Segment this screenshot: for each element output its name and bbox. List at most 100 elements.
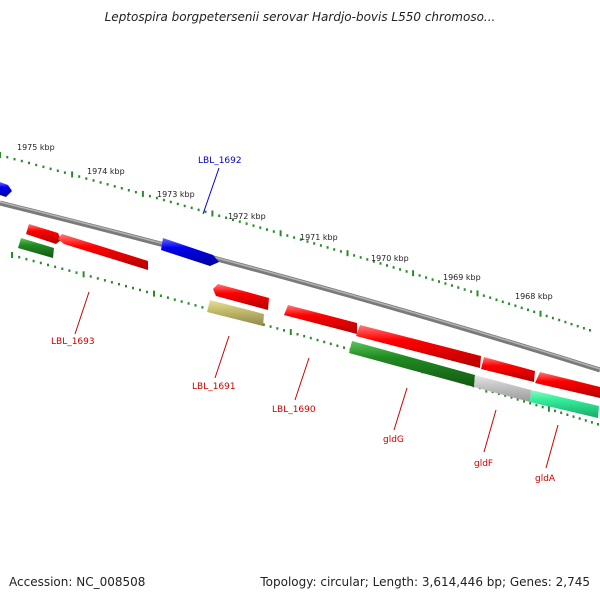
lower-scale-minor-tick xyxy=(47,263,49,267)
upper-scale-minor-tick xyxy=(527,308,529,312)
upper-scale-minor-tick xyxy=(162,198,165,202)
lower-scale-minor-tick xyxy=(578,417,581,420)
upper-scale-minor-tick xyxy=(238,220,241,223)
lower-scale-minor-tick xyxy=(125,284,127,288)
lower-scale-minor-tick xyxy=(180,300,183,303)
gene-red-lbl-1691-upper[interactable] xyxy=(213,284,269,310)
upper-scale-major-tick xyxy=(141,190,144,197)
lower-scale-major-tick xyxy=(153,290,155,297)
upper-scale-minor-tick xyxy=(218,214,221,217)
lower-scale-minor-tick xyxy=(296,333,299,336)
label-gldA[interactable]: gldA xyxy=(535,474,556,484)
upper-scale-minor-tick xyxy=(42,165,45,169)
gene-blue-left-edge[interactable] xyxy=(0,182,12,197)
upper-scale-minor-tick xyxy=(489,296,492,299)
upper-scale-minor-tick xyxy=(183,204,186,208)
label-gldF[interactable]: gldF xyxy=(474,459,493,469)
upper-scale-major-tick xyxy=(211,210,214,217)
label-gldG[interactable]: gldG xyxy=(383,435,404,445)
gene-red-right-1[interactable] xyxy=(481,357,535,382)
lower-scale-minor-tick xyxy=(276,327,279,330)
lower-scale-minor-tick xyxy=(269,325,272,328)
gene-lbl-1690[interactable] xyxy=(284,305,357,334)
gene-red-right-2[interactable] xyxy=(535,372,600,398)
upper-scale-minor-tick xyxy=(20,159,23,163)
lower-scale-minor-tick xyxy=(516,398,519,401)
upper-scale-major-tick xyxy=(71,171,74,178)
upper-scale-minor-tick xyxy=(120,187,123,190)
upper-scale-minor-tick xyxy=(272,230,275,233)
upper-scale-minor-tick xyxy=(299,238,302,241)
gene-lbl-1691[interactable] xyxy=(207,300,264,326)
lower-scale-minor-tick xyxy=(75,271,78,274)
lower-scale-minor-tick xyxy=(18,255,21,259)
upper-scale-major-tick xyxy=(539,310,542,317)
scale-label-1975: 1975 kbp xyxy=(17,143,55,152)
lower-scale-minor-tick xyxy=(32,259,35,263)
lower-scale-minor-tick xyxy=(323,340,326,344)
upper-scale-minor-tick xyxy=(106,183,109,186)
upper-scale-minor-tick xyxy=(169,200,172,204)
lower-scale-minor-tick xyxy=(54,265,57,269)
lower-scale-minor-tick xyxy=(590,421,593,424)
lower-scale-minor-tick xyxy=(584,419,587,422)
upper-scale-minor-tick xyxy=(293,236,296,239)
upper-scale-minor-tick xyxy=(558,318,561,322)
upper-scale-minor-tick xyxy=(545,314,548,318)
gene-lbl-1692[interactable] xyxy=(161,238,219,266)
upper-scale-minor-tick xyxy=(326,246,329,249)
lower-scale-minor-tick xyxy=(329,342,332,346)
lower-scale-minor-tick xyxy=(103,279,106,282)
chromosome-backbone-highlight xyxy=(0,201,600,370)
lower-scale-minor-tick xyxy=(510,396,513,399)
upper-scale-minor-tick xyxy=(533,310,536,314)
upper-scale-minor-tick xyxy=(438,280,440,283)
gene-red-left-long[interactable] xyxy=(58,234,148,270)
gene-red-mid[interactable] xyxy=(356,325,481,368)
gene-gldG[interactable] xyxy=(349,341,475,387)
lower-scale-minor-tick xyxy=(25,257,28,261)
upper-scale-minor-tick xyxy=(353,254,356,257)
upper-scale-minor-tick xyxy=(359,256,362,259)
upper-scale-minor-tick xyxy=(425,276,428,279)
upper-scale-minor-tick xyxy=(225,216,228,219)
label-lbl-1693[interactable]: LBL_1693 xyxy=(51,337,95,347)
lower-scale-minor-tick xyxy=(118,282,120,286)
lower-scale-minor-tick xyxy=(316,338,319,342)
upper-scale-minor-tick xyxy=(418,274,421,277)
upper-scale-minor-tick xyxy=(148,194,151,198)
lower-scale-minor-tick xyxy=(68,269,71,272)
upper-scale-minor-tick xyxy=(113,185,116,188)
lower-scale-minor-tick xyxy=(61,267,64,270)
callout-gldA xyxy=(545,424,559,469)
label-lbl-1692[interactable]: LBL_1692 xyxy=(198,156,242,166)
upper-scale-ticks xyxy=(0,152,591,332)
scale-label-1970: 1970 kbp xyxy=(371,254,409,263)
gene-gldF[interactable] xyxy=(474,375,531,402)
label-lbl-1691[interactable]: LBL_1691 xyxy=(192,382,236,392)
gene-green-left[interactable] xyxy=(18,238,54,258)
scale-label-1971: 1971 kbp xyxy=(300,233,338,242)
upper-scale-minor-tick xyxy=(570,322,573,326)
lower-scale-minor-tick xyxy=(529,402,532,405)
upper-scale-minor-tick xyxy=(190,206,193,210)
lower-scale-minor-tick xyxy=(597,423,599,426)
upper-scale-minor-tick xyxy=(431,278,434,281)
upper-scale-minor-tick xyxy=(495,298,498,301)
topology-summary: Topology: circular; Length: 3,614,446 bp… xyxy=(260,575,590,589)
upper-scale-minor-tick xyxy=(35,163,38,167)
upper-scale-major-tick xyxy=(476,290,479,297)
upper-scale-minor-tick xyxy=(134,190,137,194)
lower-scale-minor-tick xyxy=(187,302,190,305)
upper-scale-minor-tick xyxy=(319,244,322,247)
upper-scale-minor-tick xyxy=(339,250,342,253)
gene-red-small-left[interactable] xyxy=(26,224,61,244)
upper-scale-minor-tick xyxy=(92,179,95,182)
lower-scale-minor-tick xyxy=(194,304,197,307)
label-lbl-1690[interactable]: LBL_1690 xyxy=(272,405,316,415)
upper-scale-minor-tick xyxy=(551,316,554,320)
lower-scale-minor-tick xyxy=(504,394,507,397)
lower-scale-minor-tick xyxy=(110,281,113,284)
gene-gldA[interactable] xyxy=(530,390,599,418)
